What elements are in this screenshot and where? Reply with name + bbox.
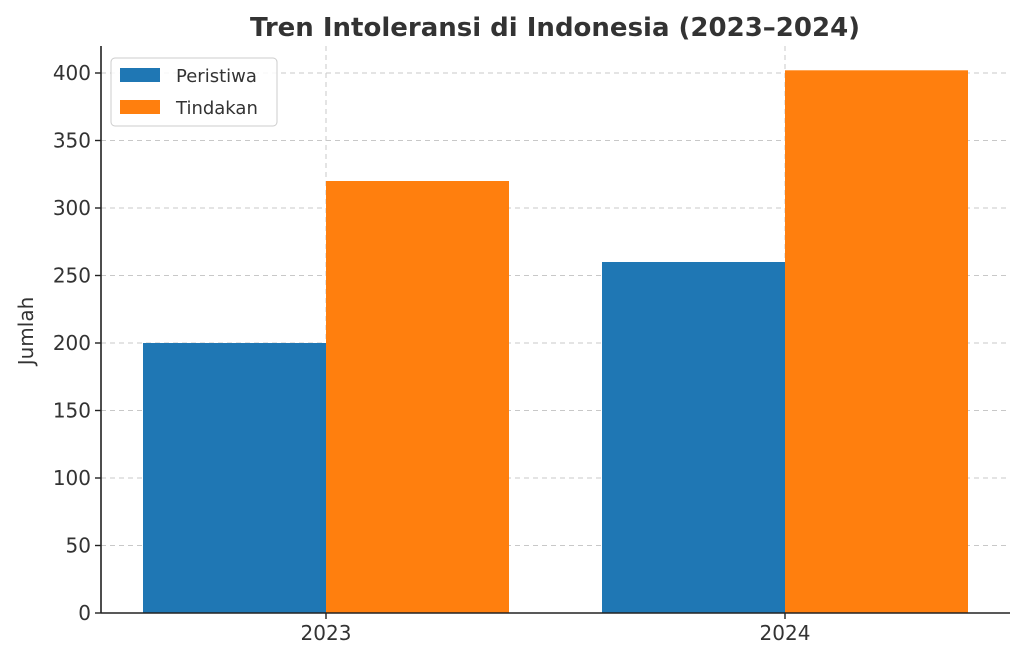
legend-label-tindakan: Tindakan: [175, 98, 258, 119]
bar-tindakan-2024: [785, 70, 968, 614]
x-tick-label-2024: 2024: [760, 621, 811, 645]
y-tick-label: 400: [53, 61, 91, 85]
y-tick-label: 150: [53, 399, 91, 423]
y-tick-label: 250: [53, 264, 91, 288]
x-tick-label-2023: 2023: [301, 621, 352, 645]
y-tick-label: 50: [66, 534, 91, 558]
y-tick-label: 100: [53, 466, 91, 490]
bars: [143, 70, 968, 614]
axes: [95, 46, 1010, 619]
y-tick-label: 300: [53, 196, 91, 220]
bar-peristiwa-2024: [602, 262, 785, 613]
tick-labels: 0 50 100 150 200 250 300 350 400 2023 2024: [53, 61, 811, 645]
chart-title: Tren Intoleransi di Indonesia (2023–2024…: [250, 13, 860, 43]
legend-swatch-tindakan: [120, 100, 160, 114]
legend-label-peristiwa: Peristiwa: [176, 66, 257, 87]
bar-peristiwa-2023: [143, 343, 326, 613]
legend-swatch-peristiwa: [120, 68, 160, 82]
y-tick-label: 350: [53, 129, 91, 153]
y-tick-label: 200: [53, 331, 91, 355]
legend: Peristiwa Tindakan: [110, 57, 278, 127]
y-axis-label: Jumlah: [14, 297, 38, 368]
bar-tindakan-2023: [326, 181, 509, 613]
y-tick-label: 0: [78, 601, 91, 625]
